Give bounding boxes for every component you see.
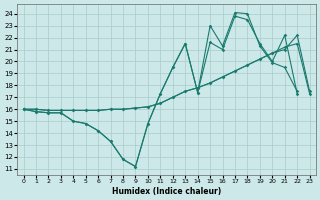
X-axis label: Humidex (Indice chaleur): Humidex (Indice chaleur) <box>112 187 221 196</box>
